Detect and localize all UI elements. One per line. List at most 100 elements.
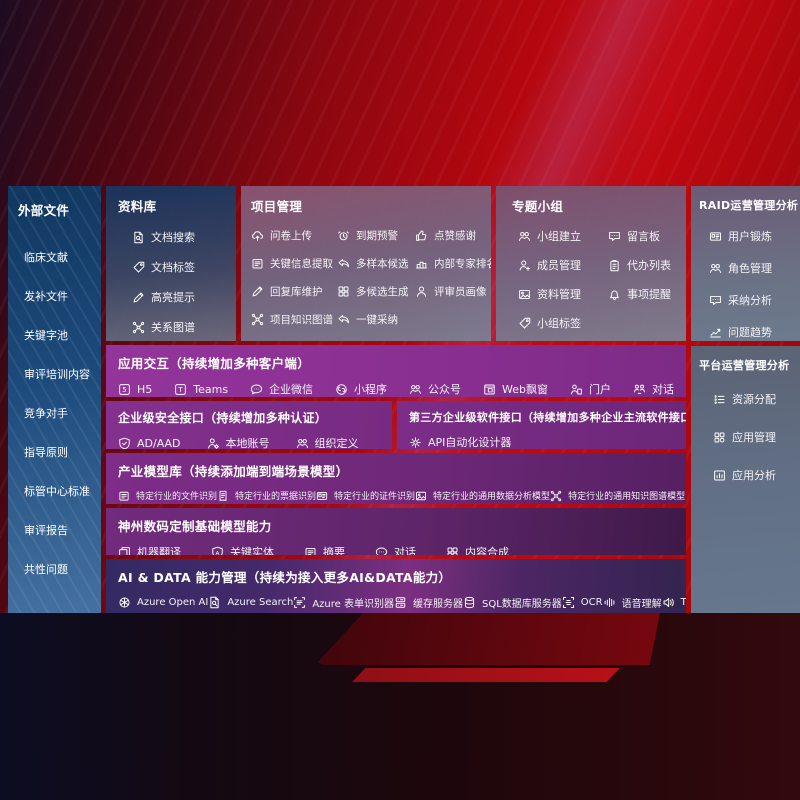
panel-enterprise-security: 企业级安全接口（持续增加多种认证） AD/AAD 本地账号 组织定义 [106, 401, 392, 449]
panel-raid-analysis: RAID运营管理分析 用户锻炼 角色管理 采纳分析 问题趋势 [691, 186, 800, 341]
feature-label: SQL数据库服务器 [482, 599, 562, 610]
sidebar-item-label: 临床文献 [24, 251, 68, 264]
feature-label: 关键信息提取 [270, 258, 333, 270]
feature-item: 摘要 [304, 544, 345, 555]
feature-label: 留言板 [627, 230, 660, 243]
id-card-icon [709, 230, 722, 243]
svg-text:T: T [178, 385, 184, 393]
feature-item: 企业微信 [250, 381, 313, 397]
feature-label: 内容合成 [465, 546, 509, 555]
thumb-up-icon [415, 229, 428, 242]
panel-platform-analysis: 平台运营管理分析 资源分配 应用管理 应用分析 [691, 346, 800, 613]
bell-icon [608, 288, 621, 301]
feature-label: 一键采纳 [356, 314, 398, 326]
feature-item: 特定行业的通用数据分析模型 [415, 489, 550, 502]
panel-title: 外部文件 [18, 203, 70, 218]
feature-item: 特定行业的通用知识图谱模型 [550, 489, 685, 502]
feature-item: 事项提醒 [608, 286, 671, 302]
feature-item: 项目知识图谱 [251, 312, 337, 327]
feature-label: 资源分配 [732, 393, 776, 406]
feature-label: 应用分析 [732, 469, 776, 482]
clipboard-icon [608, 259, 621, 272]
feature-label: 门户 [588, 383, 611, 396]
panel-title: 产业模型库（持续添加端到端场景模型） [118, 464, 349, 479]
receipt-icon [217, 490, 229, 502]
thirdparty-list: API自动化设计器 [409, 434, 674, 449]
feature-item: 一键采纳 [337, 312, 415, 327]
panel-project-management: 项目管理 问卷上传 到期预警 点赞感谢 关键信息提取 多样本候选 内部专家排名 回复库维护 多… [241, 186, 491, 341]
feature-item: 用户锻炼 [709, 228, 798, 244]
feature-label: 特定行业的通用知识图谱模型 [568, 492, 686, 502]
person-add-icon [518, 259, 531, 272]
svg-text:5: 5 [122, 385, 126, 393]
trend-chart-icon [709, 326, 722, 339]
feature-item: 应用管理 [713, 429, 798, 445]
entity-shield-icon: A [211, 546, 224, 555]
panel-title: 专题小组 [512, 199, 564, 214]
panel-industry-models: 产业模型库（持续添加端到端场景模型） 特定行业的文件识别 特定行业的票据识别 特定行… [106, 453, 686, 504]
feature-label: 公众号 [428, 383, 462, 396]
speech-wave-icon [603, 596, 616, 609]
feature-item: 留言板 [608, 228, 671, 244]
pencil-icon [132, 291, 145, 304]
portal-icon [570, 383, 583, 396]
architecture-diagram: 外部文件 临床文献 发补文件 关键字池 审评培训内容 竞争对手 指导原则 标管中心标准 审评报… [8, 186, 800, 613]
feature-item: 代办列表 [608, 257, 671, 273]
task-list-icon [713, 393, 726, 406]
feature-label: 高亮提示 [151, 291, 195, 304]
panel-title: 神州数码定制基础模型能力 [118, 519, 272, 534]
feature-item: 文档标签 [132, 259, 224, 275]
security-row: 企业级安全接口（持续增加多种认证） AD/AAD 本地账号 组织定义 第三方企业级软… [106, 401, 686, 449]
panel-library: 资料库 文档搜索文档标签高亮提示关系图谱文档分类 [106, 186, 236, 341]
official-account-icon [409, 383, 422, 396]
sidebar-item: 关键字池 [24, 327, 93, 343]
feature-item: 问卷上传 [251, 228, 337, 243]
feature-label: 多候选生成 [356, 286, 409, 298]
feature-label: 事项提醒 [627, 288, 671, 301]
person-icon [415, 285, 428, 298]
feature-label: 特定行业的票据识别 [235, 492, 317, 502]
translate-icon [118, 546, 131, 555]
mini-program-icon [335, 383, 348, 396]
feature-item: AD/AAD [118, 437, 181, 449]
sidebar-item: 临床文献 [24, 249, 93, 265]
doc-lines-icon [118, 490, 130, 502]
feature-item: 对话 [633, 381, 674, 397]
feature-item: SQL数据库服务器 [463, 595, 562, 610]
panel-title: 项目管理 [251, 199, 303, 214]
feature-label: 特定行业的通用数据分析模型 [433, 492, 551, 502]
feature-label: 角色管理 [728, 262, 772, 275]
feature-item: 点赞感谢 [415, 228, 491, 243]
pencil-icon [251, 285, 264, 298]
panel-title: 资料库 [118, 199, 157, 214]
feature-label: 关系图谱 [151, 321, 195, 334]
svg-text:A: A [216, 550, 220, 555]
feature-label: 本地账号 [225, 437, 270, 449]
panel-base-models: 神州数码定制基础模型能力 机器翻译 A 关键实体 摘要 对话 内容合成 [106, 508, 686, 555]
panel-thirdparty-interface: 第三方企业级软件接口（持续增加多种企业主流软件接口） API自动化设计器 [397, 401, 686, 449]
feature-label: Web飘窗 [502, 383, 548, 396]
feature-item: 多候选生成 [337, 284, 415, 299]
feature-label: 语音理解 [621, 599, 662, 610]
feature-label: 应用管理 [732, 431, 776, 444]
feature-item: 本地账号 [207, 435, 270, 449]
people-icon [518, 230, 531, 243]
app-grid-icon [713, 431, 726, 444]
sidebar-item: 审评培训内容 [24, 366, 93, 382]
industry-list: 特定行业的文件识别 特定行业的票据识别 特定行业的证件识别 特定行业的通用数据分析模型… [118, 489, 685, 502]
cloud-upload-icon [251, 229, 264, 242]
feature-label: 关键实体 [230, 546, 274, 555]
feature-item: 问题趋势 [709, 324, 798, 340]
doc-search-icon [132, 231, 145, 244]
feature-label: 小程序 [354, 383, 388, 396]
feature-item: 组织定义 [296, 435, 359, 449]
feature-item: 高亮提示 [132, 289, 224, 305]
feature-label: 采纳分析 [728, 294, 772, 307]
sidebar-item-label: 发补文件 [24, 290, 68, 303]
feature-label: 摘要 [323, 546, 345, 555]
feature-item: A 关键实体 [211, 544, 274, 555]
feature-item: 对话 [375, 544, 416, 555]
feature-item: 采纳分析 [709, 292, 798, 308]
feature-item: 5 H5 [118, 383, 152, 396]
panel-ai-data: AI & DATA 能力管理（持续为接入更多AI&DATA能力） Azure O… [106, 559, 686, 613]
